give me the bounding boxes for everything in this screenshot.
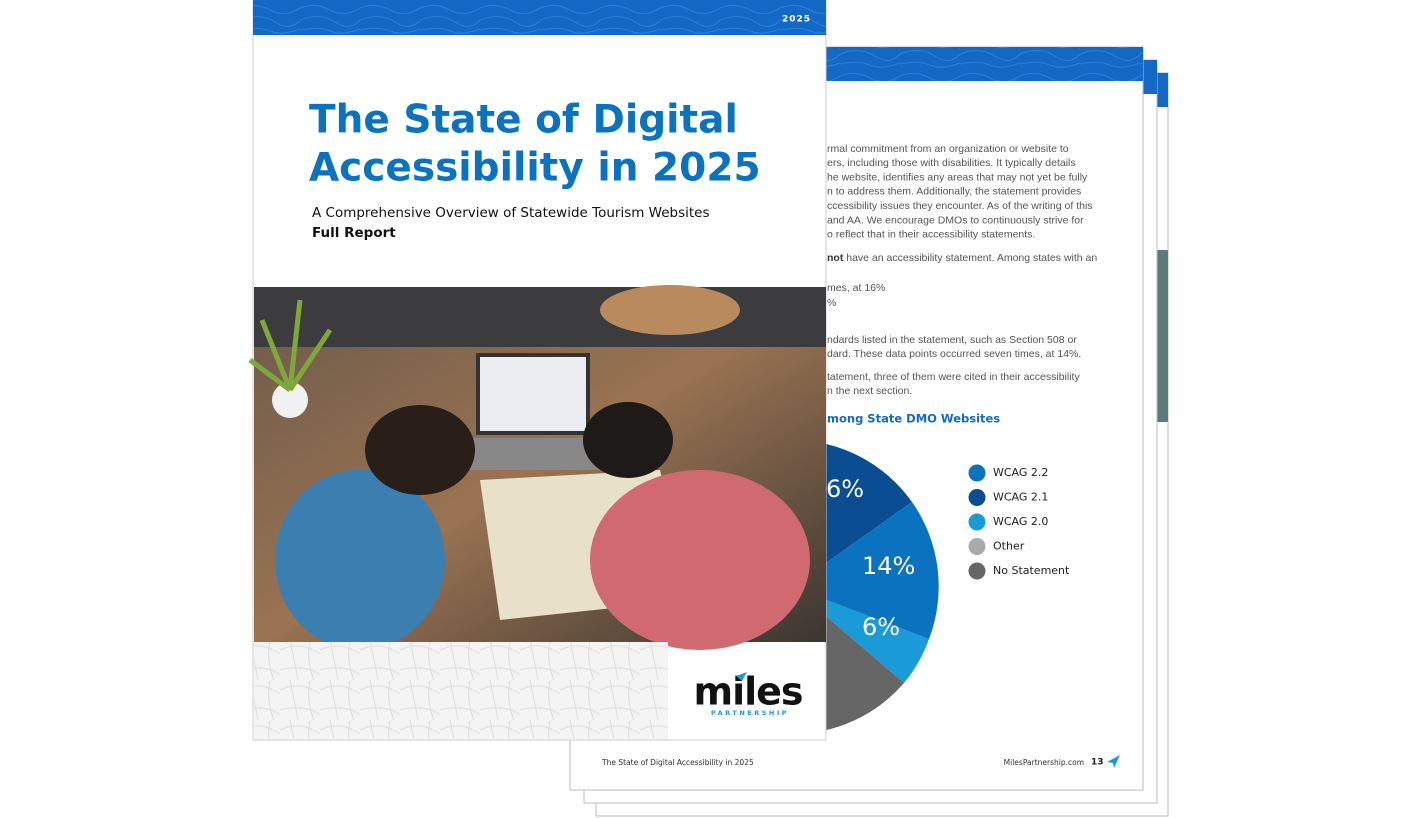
photo-table xyxy=(600,285,740,335)
page-number: 13 xyxy=(1091,758,1104,768)
body-line: dard. These data points occurred seven t… xyxy=(827,348,1081,360)
cover-band-pattern xyxy=(253,0,826,35)
body-line: rmal commitment from an organization or … xyxy=(827,143,1069,155)
logo-tagline: PARTNERSHIP xyxy=(711,709,789,717)
legend-swatch xyxy=(968,464,986,482)
photo-hair xyxy=(365,405,475,495)
footer-title: The State of Digital Accessibility in 20… xyxy=(601,758,754,767)
cover-subtitle: A Comprehensive Overview of Statewide To… xyxy=(312,205,710,221)
photo-hair xyxy=(583,402,673,478)
logo-mark xyxy=(736,672,747,681)
body-text: have an accessibility statement. Among s… xyxy=(843,252,1097,264)
cover-title: The State of Digital xyxy=(309,98,738,143)
body-line: ndards listed in the statement, such as … xyxy=(827,334,1077,346)
body-line: and AA. We encourage DMOs to continuousl… xyxy=(827,214,1084,226)
photo-person xyxy=(590,470,810,650)
cover-year: 2025 xyxy=(782,15,811,25)
photo-person xyxy=(275,470,445,650)
legend-swatch xyxy=(968,489,986,506)
chart-title: mong State DMO Websites xyxy=(827,412,1000,426)
photo-plant xyxy=(248,299,333,392)
legend-swatch xyxy=(968,538,986,555)
photo-pot xyxy=(272,382,308,418)
photo-laptop xyxy=(476,353,590,435)
legend-label: WCAG 2.1 xyxy=(993,491,1048,504)
body-line: he website, identifies any areas that ma… xyxy=(827,171,1088,183)
footer-site: MilesPartnership.com xyxy=(1004,758,1084,767)
arrow-icon xyxy=(1107,755,1120,768)
legend-label: WCAG 2.2 xyxy=(993,466,1048,479)
legend-swatch xyxy=(968,513,986,531)
body-line: ers, including those with disabilities. … xyxy=(827,157,1076,169)
legend-label: Other xyxy=(993,540,1025,553)
pie-label: 14% xyxy=(862,552,915,580)
body-line: n to address them. Additionally, the sta… xyxy=(827,186,1081,198)
page-photo xyxy=(1157,250,1168,422)
body-line: mes, at 16% xyxy=(827,282,885,294)
body-line: o reflect that in their accessibility st… xyxy=(827,229,1035,241)
cover: 2025 The State of Digital Accessibility … xyxy=(248,0,827,741)
report-type: Full Report xyxy=(312,225,396,241)
photo-sofa xyxy=(254,287,826,347)
pie-slice xyxy=(792,502,939,639)
map-pattern xyxy=(254,642,668,739)
pie-label: 6% xyxy=(826,475,864,503)
bold-word: not xyxy=(827,252,844,264)
body-line: not have an accessibility statement. Amo… xyxy=(827,252,1097,264)
legend: WCAG 2.2 WCAG 2.1 WCAG 2.0 Other No Statemen… xyxy=(968,464,1070,580)
cover-title: Accessibility in 2025 xyxy=(309,146,761,191)
body-line: % xyxy=(827,297,836,309)
photo-laptop-base xyxy=(460,438,610,470)
pie-label: 6% xyxy=(862,613,900,641)
legend-label: No Statement xyxy=(993,564,1070,577)
body-line: ccessibility issues they encounter. As o… xyxy=(827,200,1093,212)
logo-name: miles xyxy=(693,670,802,714)
cover-photo xyxy=(248,285,826,650)
legend-swatch xyxy=(968,562,986,580)
legend-label: WCAG 2.0 xyxy=(993,515,1048,528)
body-line: n the next section. xyxy=(827,385,912,397)
body-line: tatement, three of them were cited in th… xyxy=(827,371,1080,383)
